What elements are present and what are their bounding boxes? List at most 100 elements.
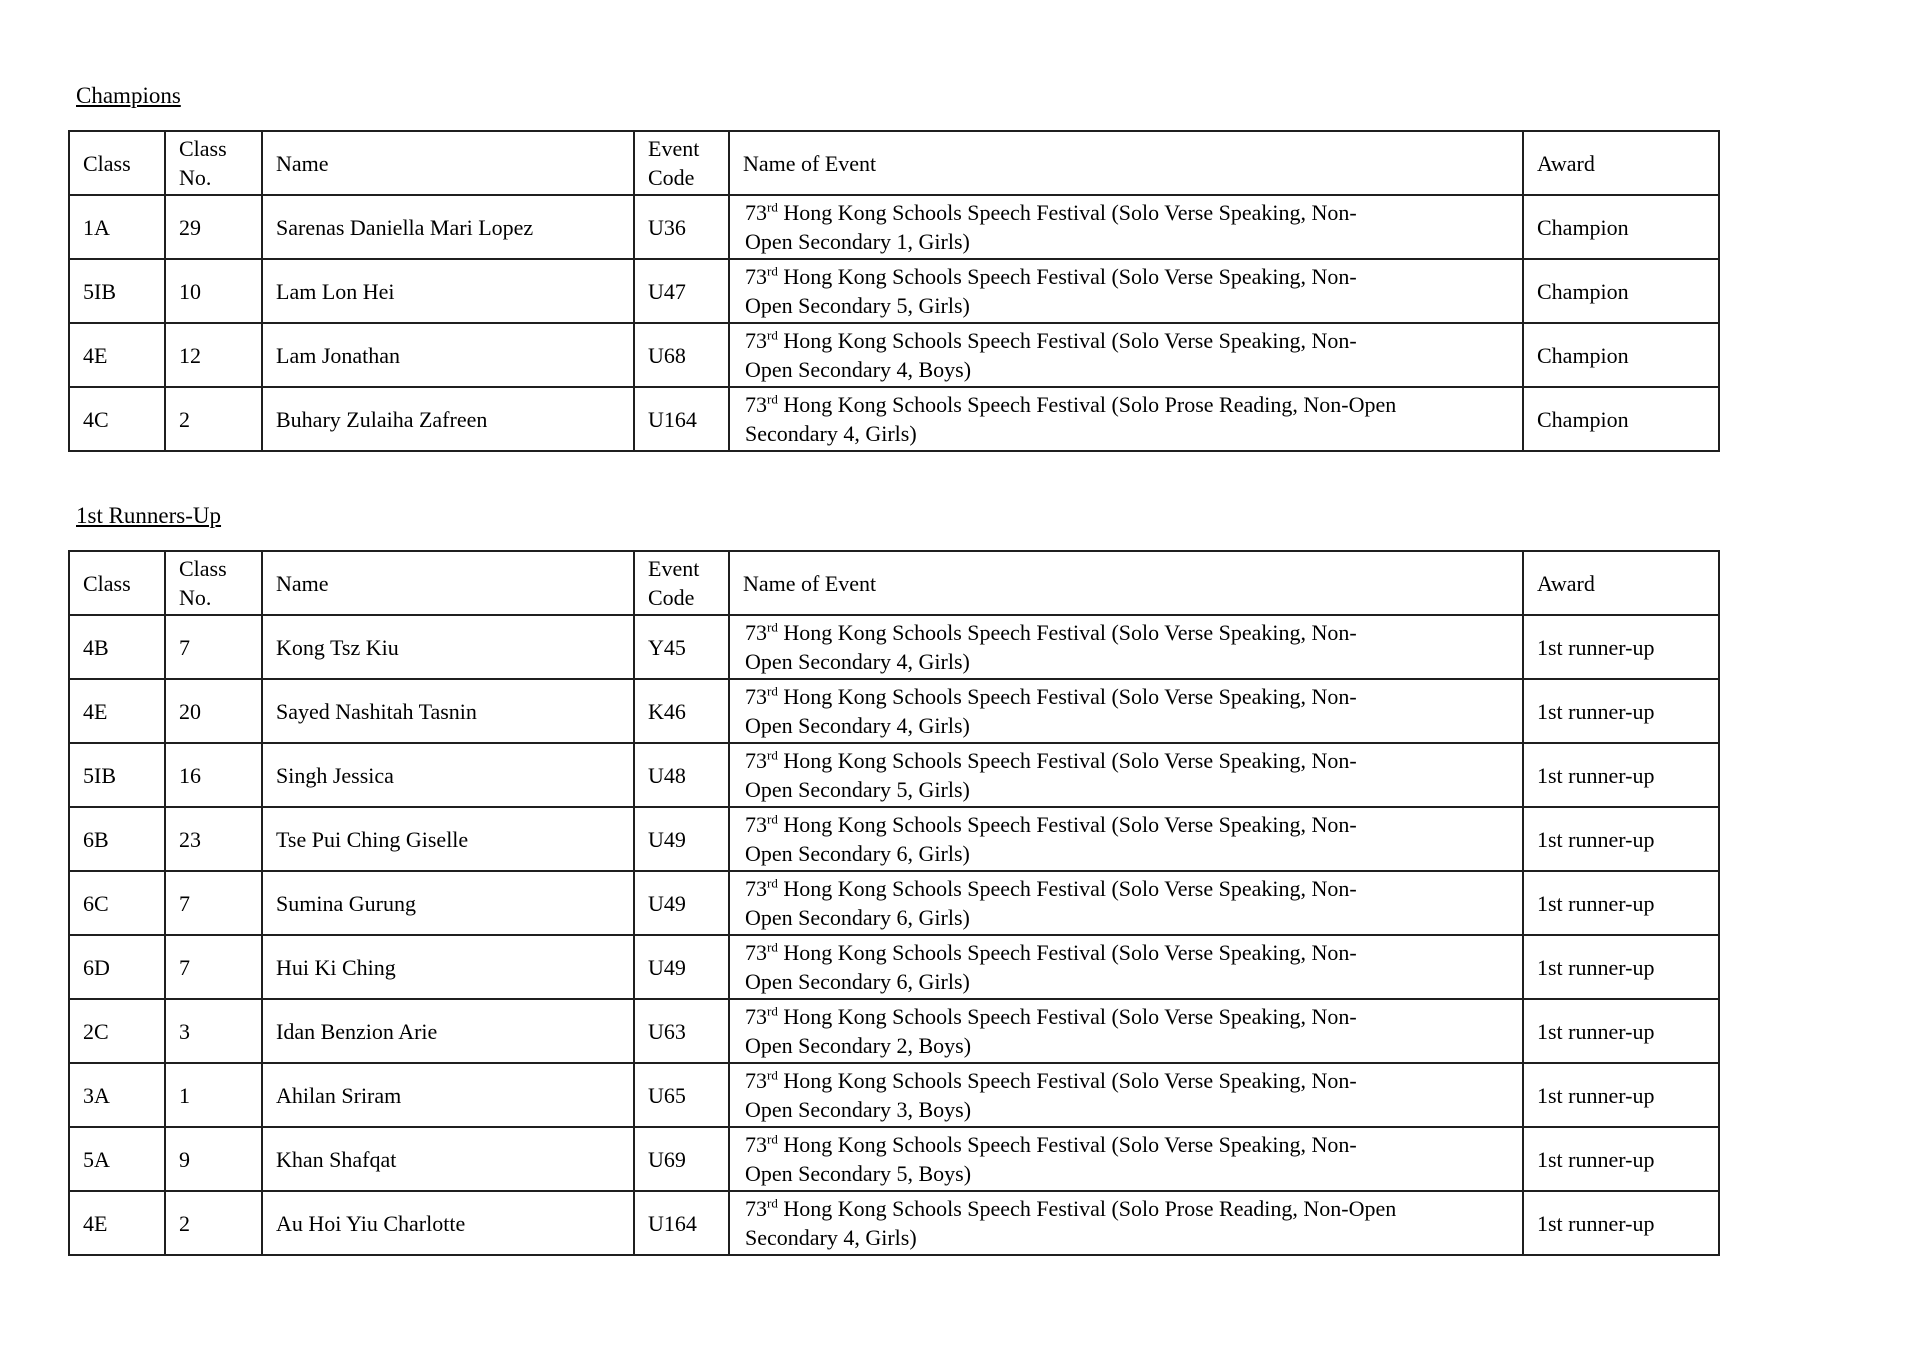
class-no-cell: 10 xyxy=(164,258,263,324)
event-name-line2: Secondary 4, Girls) xyxy=(745,421,917,446)
event-ordinal-number: 73 xyxy=(745,1068,767,1093)
event-name-line1: Hong Kong Schools Speech Festival (Solo … xyxy=(777,1132,1357,1157)
event-ordinal-number: 73 xyxy=(745,812,767,837)
col-header-event-code: Event Code xyxy=(633,130,730,196)
event-name-line2: Open Secondary 2, Boys) xyxy=(745,1033,972,1058)
ordinal-suffix: rd xyxy=(767,199,778,215)
col-header-class-no: Class No. xyxy=(164,550,263,616)
award-cell: Champion xyxy=(1522,194,1720,260)
class-no-cell: 7 xyxy=(164,614,263,680)
event-name-line1: Hong Kong Schools Speech Festival (Solo … xyxy=(777,264,1357,289)
table-row: 4C 2 Buhary Zulaiha Zafreen U164 73rd Ho… xyxy=(68,386,1720,452)
event-ordinal-number: 73 xyxy=(745,1132,767,1157)
event-name-line2: Open Secondary 6, Girls) xyxy=(745,969,970,994)
ordinal-suffix: rd xyxy=(767,1195,778,1211)
col-header-class-no: Class No. xyxy=(164,130,263,196)
event-name-line1: Hong Kong Schools Speech Festival (Solo … xyxy=(777,940,1357,965)
event-ordinal-number: 73 xyxy=(745,200,767,225)
event-name-line2: Open Secondary 3, Boys) xyxy=(745,1097,972,1122)
col-header-name: Name xyxy=(261,130,635,196)
name-cell: Lam Jonathan xyxy=(261,322,635,388)
event-name-cell: 73rd Hong Kong Schools Speech Festival (… xyxy=(728,614,1524,680)
award-cell: 1st runner-up xyxy=(1522,934,1720,1000)
ordinal-suffix: rd xyxy=(767,391,778,407)
event-ordinal-number: 73 xyxy=(745,264,767,289)
award-cell: 1st runner-up xyxy=(1522,1126,1720,1192)
class-cell: 4C xyxy=(68,386,166,452)
name-cell: Sayed Nashitah Tasnin xyxy=(261,678,635,744)
event-name-line1: Hong Kong Schools Speech Festival (Solo … xyxy=(777,812,1357,837)
class-cell: 4E xyxy=(68,678,166,744)
event-code-cell: U49 xyxy=(633,870,730,936)
class-no-cell: 2 xyxy=(164,1190,263,1256)
col-header-event-name: Name of Event xyxy=(728,550,1524,616)
award-cell: 1st runner-up xyxy=(1522,998,1720,1064)
class-cell: 5A xyxy=(68,1126,166,1192)
col-header-class: Class xyxy=(68,550,166,616)
class-no-cell: 16 xyxy=(164,742,263,808)
event-name-line1: Hong Kong Schools Speech Festival (Solo … xyxy=(777,392,1397,417)
header-row: Class Class No. Name Event Code Name of … xyxy=(68,130,1720,196)
award-cell: 1st runner-up xyxy=(1522,678,1720,744)
event-code-cell: U49 xyxy=(633,934,730,1000)
class-no-cell: 2 xyxy=(164,386,263,452)
table-row: 1A 29 Sarenas Daniella Mari Lopez U36 73… xyxy=(68,194,1720,260)
class-no-cell: 20 xyxy=(164,678,263,744)
event-name-line2: Open Secondary 5, Boys) xyxy=(745,1161,972,1186)
name-cell: Tse Pui Ching Giselle xyxy=(261,806,635,872)
col-header-award: Award xyxy=(1522,130,1720,196)
class-cell: 4B xyxy=(68,614,166,680)
name-cell: Hui Ki Ching xyxy=(261,934,635,1000)
class-cell: 5IB xyxy=(68,742,166,808)
event-name-line1: Hong Kong Schools Speech Festival (Solo … xyxy=(777,328,1357,353)
event-name-line1: Hong Kong Schools Speech Festival (Solo … xyxy=(777,1068,1357,1093)
event-code-cell: U164 xyxy=(633,386,730,452)
event-name-cell: 73rd Hong Kong Schools Speech Festival (… xyxy=(728,678,1524,744)
class-no-cell: 29 xyxy=(164,194,263,260)
event-name-line2: Secondary 4, Girls) xyxy=(745,1225,917,1250)
table-row: 3A 1 Ahilan Sriram U65 73rd Hong Kong Sc… xyxy=(68,1062,1720,1128)
class-cell: 2C xyxy=(68,998,166,1064)
event-name-line2: Open Secondary 1, Girls) xyxy=(745,229,970,254)
ordinal-suffix: rd xyxy=(767,747,778,763)
award-cell: 1st runner-up xyxy=(1522,806,1720,872)
table-row: 6C 7 Sumina Gurung U49 73rd Hong Kong Sc… xyxy=(68,870,1720,936)
event-name-cell: 73rd Hong Kong Schools Speech Festival (… xyxy=(728,742,1524,808)
section-title-champions: Champions xyxy=(76,83,181,108)
event-name-cell: 73rd Hong Kong Schools Speech Festival (… xyxy=(728,386,1524,452)
runners-up-section: 1st Runners-Up Class Class No. Name Even… xyxy=(68,502,1920,1256)
table-row: 5IB 16 Singh Jessica U48 73rd Hong Kong … xyxy=(68,742,1720,808)
name-cell: Idan Benzion Arie xyxy=(261,998,635,1064)
award-cell: Champion xyxy=(1522,322,1720,388)
name-cell: Au Hoi Yiu Charlotte xyxy=(261,1190,635,1256)
name-cell: Singh Jessica xyxy=(261,742,635,808)
col-header-event-name: Name of Event xyxy=(728,130,1524,196)
class-cell: 3A xyxy=(68,1062,166,1128)
event-ordinal-number: 73 xyxy=(745,620,767,645)
event-code-cell: Y45 xyxy=(633,614,730,680)
table-row: 4E 12 Lam Jonathan U68 73rd Hong Kong Sc… xyxy=(68,322,1720,388)
class-no-cell: 7 xyxy=(164,870,263,936)
event-name-line2: Open Secondary 6, Girls) xyxy=(745,905,970,930)
event-name-line1: Hong Kong Schools Speech Festival (Solo … xyxy=(777,876,1357,901)
event-name-cell: 73rd Hong Kong Schools Speech Festival (… xyxy=(728,806,1524,872)
event-name-line1: Hong Kong Schools Speech Festival (Solo … xyxy=(777,684,1357,709)
event-code-cell: U69 xyxy=(633,1126,730,1192)
name-cell: Buhary Zulaiha Zafreen xyxy=(261,386,635,452)
event-name-line1: Hong Kong Schools Speech Festival (Solo … xyxy=(777,620,1357,645)
event-ordinal-number: 73 xyxy=(745,328,767,353)
event-ordinal-number: 73 xyxy=(745,684,767,709)
table-row: 2C 3 Idan Benzion Arie U63 73rd Hong Kon… xyxy=(68,998,1720,1064)
table-row: 4B 7 Kong Tsz Kiu Y45 73rd Hong Kong Sch… xyxy=(68,614,1720,680)
award-cell: 1st runner-up xyxy=(1522,742,1720,808)
ordinal-suffix: rd xyxy=(767,939,778,955)
class-no-cell: 1 xyxy=(164,1062,263,1128)
ordinal-suffix: rd xyxy=(767,811,778,827)
ordinal-suffix: rd xyxy=(767,327,778,343)
event-name-cell: 73rd Hong Kong Schools Speech Festival (… xyxy=(728,322,1524,388)
ordinal-suffix: rd xyxy=(767,263,778,279)
class-no-cell: 7 xyxy=(164,934,263,1000)
header-row: Class Class No. Name Event Code Name of … xyxy=(68,550,1720,616)
runners-up-table: Class Class No. Name Event Code Name of … xyxy=(68,550,1720,1256)
